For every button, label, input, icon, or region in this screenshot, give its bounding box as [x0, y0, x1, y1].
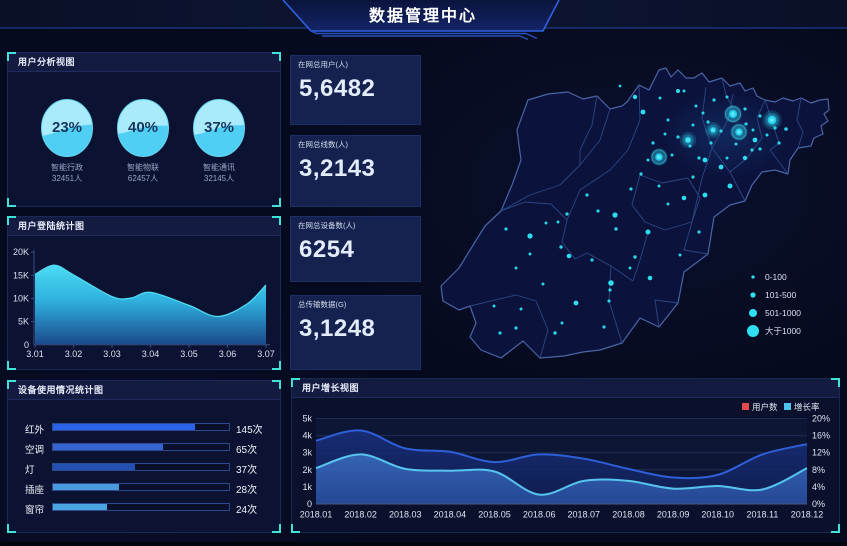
- svg-text:5k: 5k: [302, 414, 312, 424]
- svg-text:37%: 37%: [204, 119, 234, 136]
- svg-text:15K: 15K: [13, 270, 29, 280]
- svg-text:0: 0: [24, 340, 29, 350]
- svg-text:3.01: 3.01: [26, 349, 44, 359]
- svg-text:2018.10: 2018.10: [701, 510, 734, 520]
- svg-text:增长率: 增长率: [794, 402, 820, 412]
- svg-text:20%: 20%: [812, 414, 830, 424]
- svg-text:2018.01: 2018.01: [300, 510, 333, 520]
- svg-text:2018.08: 2018.08: [612, 510, 645, 520]
- svg-text:2018.06: 2018.06: [523, 510, 556, 520]
- svg-text:2018.03: 2018.03: [389, 510, 422, 520]
- svg-text:101-500: 101-500: [765, 290, 796, 300]
- svg-text:0%: 0%: [812, 499, 825, 509]
- svg-text:40%: 40%: [128, 119, 158, 136]
- svg-text:4%: 4%: [812, 482, 825, 492]
- svg-text:用户数: 用户数: [752, 402, 778, 412]
- svg-text:2018.11: 2018.11: [746, 510, 778, 520]
- svg-text:2k: 2k: [302, 465, 312, 475]
- svg-text:23%: 23%: [52, 119, 82, 136]
- svg-text:20K: 20K: [13, 247, 29, 257]
- svg-text:3.06: 3.06: [219, 349, 237, 359]
- svg-text:12%: 12%: [812, 448, 830, 458]
- svg-text:大于1000: 大于1000: [765, 326, 801, 336]
- svg-text:0: 0: [307, 499, 312, 509]
- svg-text:3.04: 3.04: [142, 349, 160, 359]
- svg-text:16%: 16%: [812, 431, 830, 441]
- svg-text:0-100: 0-100: [765, 272, 787, 282]
- svg-text:1k: 1k: [302, 482, 312, 492]
- svg-text:2018.05: 2018.05: [478, 510, 511, 520]
- svg-text:3.02: 3.02: [65, 349, 83, 359]
- svg-text:10K: 10K: [13, 294, 29, 304]
- svg-text:8%: 8%: [812, 465, 825, 475]
- svg-text:2018.09: 2018.09: [657, 510, 690, 520]
- svg-text:3k: 3k: [302, 448, 312, 458]
- svg-text:4k: 4k: [302, 431, 312, 441]
- svg-text:2018.12: 2018.12: [791, 510, 824, 520]
- svg-text:3.03: 3.03: [103, 349, 121, 359]
- svg-text:3.07: 3.07: [257, 349, 275, 359]
- svg-text:2018.04: 2018.04: [434, 510, 467, 520]
- svg-text:5K: 5K: [18, 317, 29, 327]
- svg-text:2018.02: 2018.02: [344, 510, 377, 520]
- svg-text:2018.07: 2018.07: [568, 510, 601, 520]
- svg-text:501-1000: 501-1000: [765, 308, 801, 318]
- svg-text:数据管理中心: 数据管理中心: [369, 6, 477, 25]
- svg-text:3.05: 3.05: [180, 349, 198, 359]
